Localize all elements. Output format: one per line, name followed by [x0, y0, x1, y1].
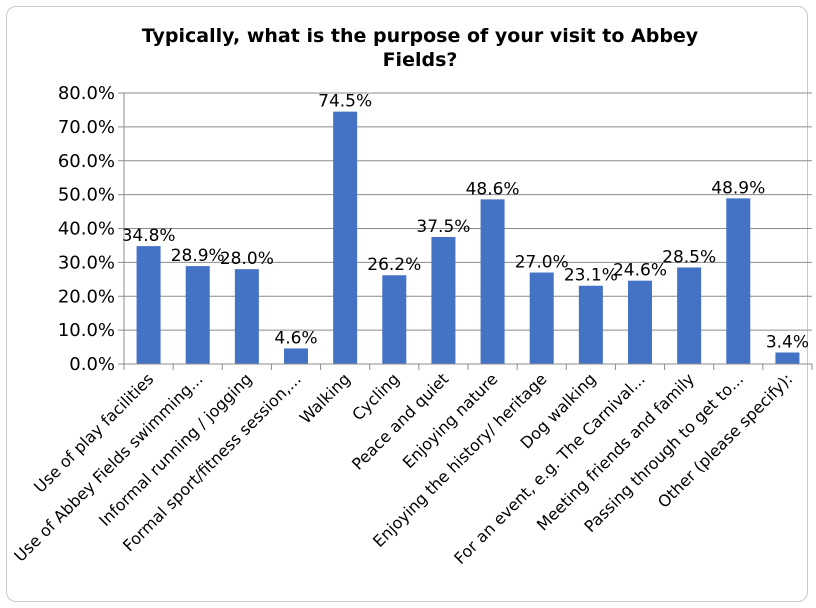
y-tick-label: 80.0% — [58, 83, 115, 104]
data-label: 4.6% — [274, 328, 317, 348]
bar — [234, 269, 259, 364]
y-tick-label: 0.0% — [69, 354, 115, 375]
bar — [677, 267, 702, 364]
data-label: 23.1% — [564, 266, 618, 286]
category-label: Formal sport/fitness session,... — [119, 369, 305, 555]
bar — [726, 198, 751, 364]
bar — [628, 280, 652, 364]
category-label: Use of Abbey Fields swimming... — [10, 369, 206, 565]
category-label: Walking — [296, 369, 354, 427]
x-axis — [123, 93, 813, 370]
bar — [775, 352, 800, 364]
bar — [284, 348, 308, 364]
y-tick-label: 60.0% — [58, 151, 115, 172]
chart-title: Typically, what is the purpose of your v… — [141, 25, 699, 71]
y-tick-label: 50.0% — [58, 185, 115, 206]
y-tick-label: 10.0% — [58, 320, 115, 341]
bar — [480, 199, 505, 364]
data-label: 24.6% — [613, 261, 667, 281]
y-tick-label: 70.0% — [58, 117, 115, 138]
y-tick-label: 20.0% — [58, 286, 115, 307]
bar — [185, 266, 210, 364]
y-axis-ticks: 0.0% 10.0% 20.0% 30.0% 40.0% 50.0% 60.0% 70.0% 8… — [58, 83, 124, 375]
bar — [431, 236, 456, 364]
bar — [382, 275, 407, 364]
data-label: 26.2% — [367, 255, 421, 275]
data-label: 37.5% — [416, 217, 470, 237]
bar — [333, 111, 358, 364]
data-label: 3.4% — [766, 332, 809, 352]
gridlines — [124, 92, 812, 331]
bar — [529, 272, 554, 364]
bar — [578, 285, 603, 364]
data-label: 48.9% — [711, 178, 765, 198]
data-label: 27.0% — [515, 253, 569, 273]
data-label: 28.5% — [662, 247, 716, 267]
data-label: 74.5% — [318, 92, 372, 112]
y-tick-label: 40.0% — [58, 219, 115, 240]
data-label: 28.0% — [220, 249, 274, 269]
data-label: 34.8% — [122, 226, 176, 246]
data-labels: 34.8%28.9%28.0% 4.6% 74.5% 26.2% 37.5% 48.6% 2… — [122, 92, 809, 353]
bar — [136, 246, 161, 364]
data-label: 28.9% — [171, 246, 225, 266]
y-tick-label: 30.0% — [58, 252, 115, 273]
bars — [136, 111, 800, 364]
data-label: 48.6% — [466, 179, 520, 199]
